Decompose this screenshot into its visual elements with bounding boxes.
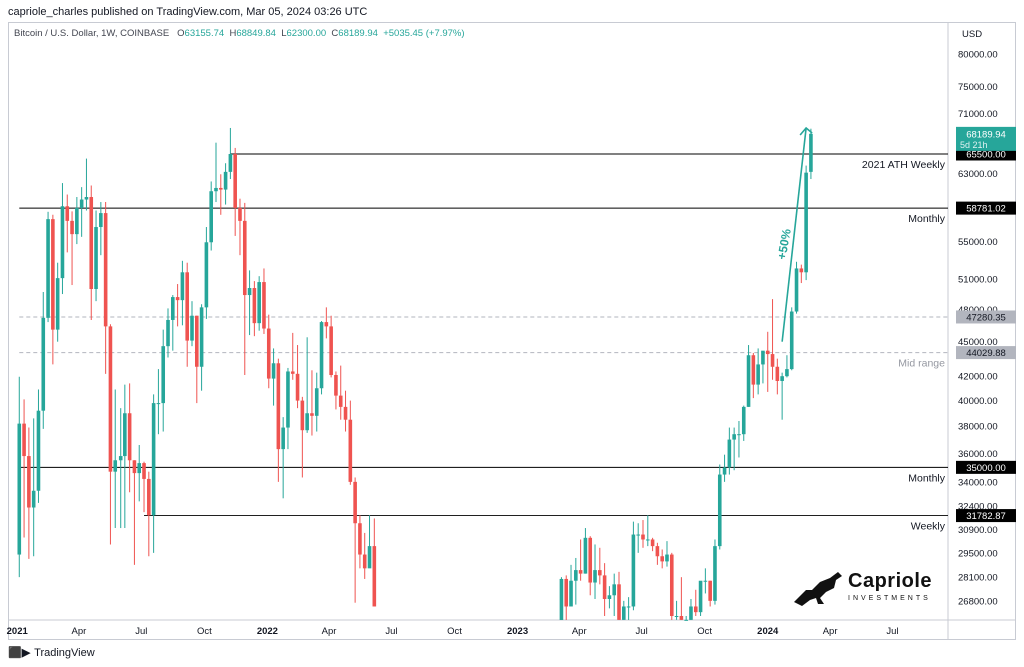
high-value: 68849.84 — [236, 28, 276, 39]
horse-logo-icon — [794, 572, 842, 606]
low-value: 62300.00 — [286, 28, 327, 39]
ohlc-legend: Bitcoin / U.S. Dollar, 1W, COINBASE O631… — [14, 28, 465, 39]
symbol-label: Bitcoin / U.S. Dollar, 1W, COINBASE — [14, 28, 170, 39]
high-label: H — [229, 28, 237, 39]
open-value: 63155.74 — [184, 28, 225, 39]
chart-frame — [8, 22, 1016, 640]
brand-sub: INVESTMENTS — [848, 595, 931, 602]
open-label: O — [177, 28, 185, 39]
tradingview-footer[interactable]: ⬛▶ TradingView — [8, 646, 95, 660]
brand-name: Capriole — [848, 570, 933, 592]
close-value: 68189.94 — [338, 28, 378, 39]
low-label: L — [281, 28, 287, 39]
publish-header: capriole_charles published on TradingVie… — [8, 6, 368, 18]
tradingview-brand: TradingView — [34, 646, 95, 659]
tradingview-logo-icon: ⬛▶ — [8, 647, 31, 659]
close-label: C — [331, 28, 339, 39]
capriole-watermark: Capriole INVESTMENTS — [790, 568, 940, 608]
change-value: +5035.45 (+7.97%) — [383, 28, 465, 39]
